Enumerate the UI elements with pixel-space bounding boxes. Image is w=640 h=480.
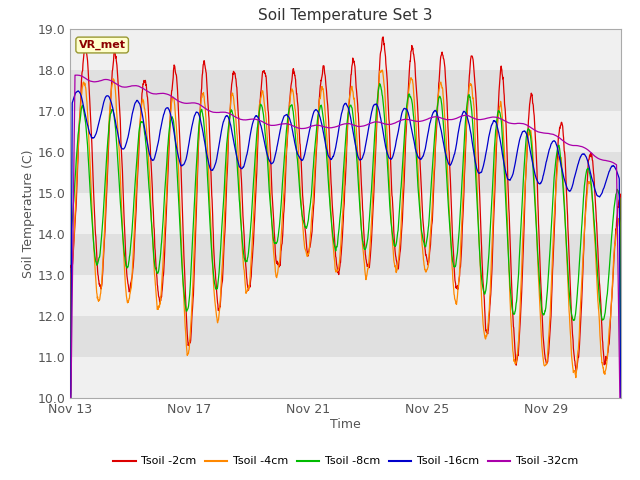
Legend: Tsoil -2cm, Tsoil -4cm, Tsoil -8cm, Tsoil -16cm, Tsoil -32cm: Tsoil -2cm, Tsoil -4cm, Tsoil -8cm, Tsoi… [109,452,582,471]
Text: VR_met: VR_met [79,40,125,50]
Title: Soil Temperature Set 3: Soil Temperature Set 3 [259,9,433,24]
Bar [70,275,621,316]
Bar [70,29,621,70]
Bar [70,357,621,398]
X-axis label: Time: Time [330,418,361,431]
Bar [70,111,621,152]
Bar [70,193,621,234]
Y-axis label: Soil Temperature (C): Soil Temperature (C) [22,149,35,278]
